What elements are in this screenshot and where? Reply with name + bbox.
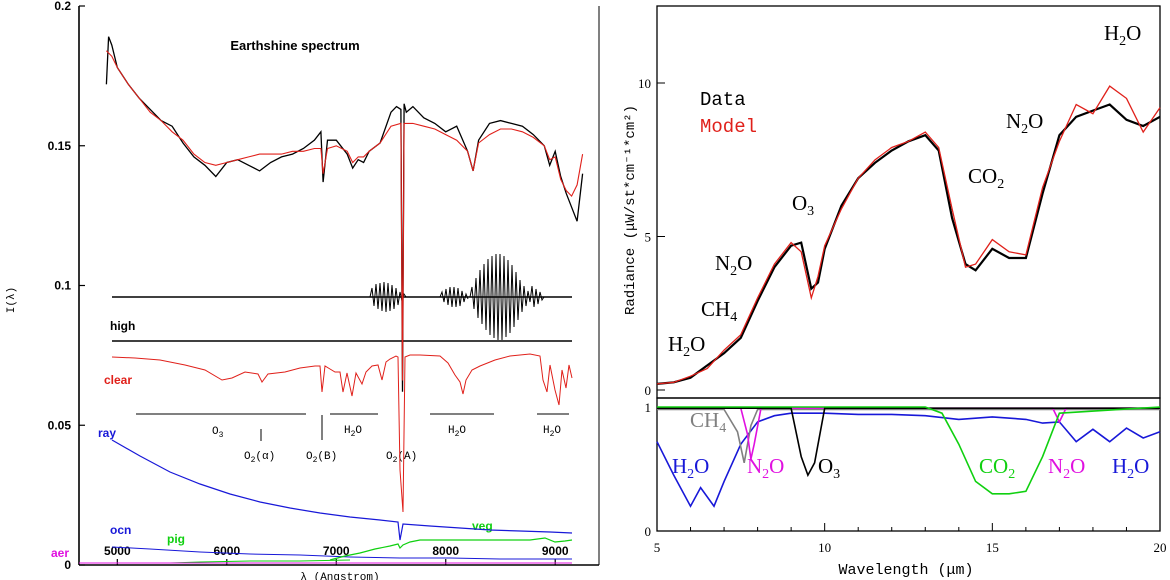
left-x-tick-label: 6000 (213, 544, 240, 558)
lower-y-tick-label: 1 (645, 400, 652, 415)
right-lower-frame (656, 397, 1161, 532)
transmission-n2o-series (657, 407, 1160, 460)
label-ocn: ocn (110, 523, 131, 537)
lower-label-h2o-2: H2O (1112, 454, 1149, 482)
left-chart: Earthshine spectrum I(λ) λ (Angstrom) 00… (6, 0, 604, 580)
left-y-axis-label: I(λ) (6, 287, 18, 313)
left-x-tick-label: 9000 (542, 544, 569, 558)
left-y-tick-label: 0.15 (48, 139, 72, 153)
ocean-curve (111, 546, 572, 560)
left-component-curves (79, 253, 573, 564)
radiance-model-series (656, 85, 1161, 385)
lower-label-n2o: N2O (747, 454, 784, 482)
lower-label-n2o-2: N2O (1048, 454, 1085, 482)
left-y-tick-label: 0 (64, 558, 71, 572)
lower-label-h2o: H2O (672, 454, 709, 482)
lower-label-ch4: CH4 (690, 408, 726, 436)
upper-label-ch4: CH4 (701, 297, 737, 325)
left-x-tick-label: 8000 (432, 544, 459, 558)
transmission-h2o-series (656, 412, 1161, 508)
upper-label-o3: O3 (792, 191, 814, 219)
band-label-h2o-1: H2O (344, 425, 362, 439)
label-ray: ray (98, 426, 116, 440)
band-label-h2o-3: H2O (543, 425, 561, 439)
left-x-axis-label: λ (Angstrom) (300, 572, 379, 580)
lower-y-tick-label: 0 (645, 524, 652, 539)
right-y-axis-label: Radiance (μW/st*cm⁻¹*cm²) (623, 105, 639, 315)
right-y-tick-label: 10 (638, 76, 651, 91)
band-labels: O3 O2(α) O2(B) O2(A) H2O H2O H2O (212, 425, 561, 465)
left-chart-background (64, 6, 604, 566)
rayleigh-curve (111, 439, 573, 541)
lower-label-o3: O3 (818, 454, 840, 482)
upper-label-h2o-2: H2O (1104, 21, 1141, 49)
transmission-ch4-series (657, 408, 1160, 463)
residual-curve (369, 253, 545, 341)
right-x-tick-label: 10 (818, 540, 831, 555)
upper-label-n2o-2: N2O (1006, 109, 1043, 137)
right-y-tick-label: 5 (645, 230, 652, 245)
right-x-tick-label: 20 (1154, 540, 1167, 555)
left-y-tick-label: 0.1 (54, 279, 71, 293)
lower-molecule-labels: CH4 H2O N2O O3 CO2 N2O H2O (672, 408, 1149, 482)
radiance-data-series (656, 103, 1161, 385)
upper-label-h2o: H2O (668, 332, 705, 360)
band-label-o3: O3 (212, 426, 224, 440)
right-x-axis-label: Wavelength (μm) (838, 562, 973, 579)
right-x-tick-label: 5 (654, 540, 661, 555)
pigment-curve (169, 559, 351, 564)
left-x-tick-label: 5000 (104, 544, 131, 558)
transmission-o3-series (657, 407, 1160, 478)
label-pig: pig (167, 532, 185, 546)
vegetation-curve (329, 537, 573, 561)
upper-label-co2: CO2 (968, 164, 1004, 192)
label-high: high (110, 319, 135, 333)
band-markers (136, 413, 569, 441)
band-label-o2A: O2(A) (386, 451, 417, 465)
left-y-tick-label: 0.2 (54, 0, 71, 13)
left-y-tick-label: 0.05 (48, 418, 72, 432)
upper-label-n2o: N2O (715, 251, 752, 279)
left-chart-title: Earthshine spectrum (230, 38, 359, 53)
legend-data: Data (700, 89, 746, 111)
left-ticks: 0 0.05 0.1 0.15 0.2 5000 6000 7000 8000 9000 (48, 0, 569, 572)
left-x-tick-label: 7000 (323, 544, 350, 558)
label-clear: clear (104, 373, 132, 387)
label-aer: aer (51, 546, 69, 560)
earthshine-observed-series (105, 36, 584, 392)
lower-label-co2: CO2 (979, 454, 1015, 482)
clear-sky-curve (111, 353, 573, 513)
right-upper-frame (656, 5, 1161, 399)
upper-molecule-labels: H2O CH4 N2O O3 CO2 N2O H2O (668, 21, 1141, 360)
label-veg: veg (472, 519, 493, 533)
right-data-series (656, 85, 1161, 385)
band-label-o2b: O2(B) (306, 451, 337, 465)
right-transmission-series (656, 406, 1161, 508)
right-x-tick-label: 15 (986, 540, 999, 555)
band-label-h2o-2: H2O (448, 425, 466, 439)
earthshine-model-series (106, 50, 584, 381)
right-y-tick-label: 0 (645, 383, 652, 398)
legend-model: Model (700, 116, 757, 138)
transmission-co2-series (657, 406, 1161, 495)
band-label-o2alpha: O2(α) (244, 451, 275, 465)
left-data-series (105, 36, 584, 392)
right-chart: Radiance (μW/st*cm⁻¹*cm²) Wavelength (μm… (623, 5, 1167, 579)
